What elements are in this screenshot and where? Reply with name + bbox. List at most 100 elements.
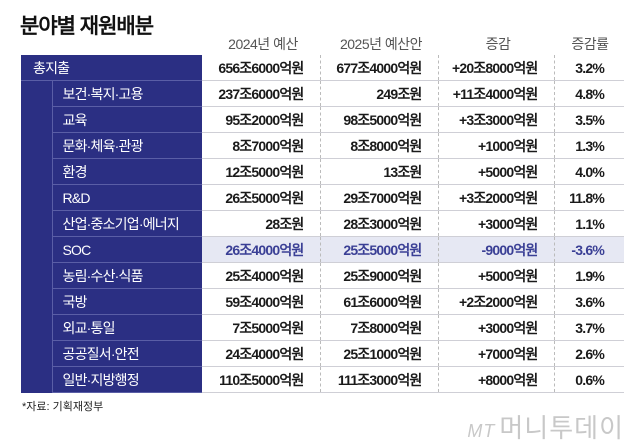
value-change: +5000억원 bbox=[437, 262, 554, 289]
indent-strip bbox=[21, 366, 52, 393]
indent-strip bbox=[21, 132, 52, 159]
value-change: +5000억원 bbox=[437, 158, 554, 185]
row-label: 교육 bbox=[51, 106, 202, 133]
row-label: 농림·수산·식품 bbox=[51, 262, 202, 289]
header-rate: 증감률 bbox=[571, 36, 609, 52]
value-2024: 24조4000억원 bbox=[202, 340, 320, 367]
table-row: R&D 26조5000억원 29조7000억원 +3조2000억원 11.8% bbox=[21, 184, 624, 211]
value-rate: 11.8% bbox=[553, 184, 624, 211]
table-row: 보건·복지·고용 237조6000억원 249조원 +11조4000억원 4.8% bbox=[21, 80, 624, 107]
value-2025: 28조3000억원 bbox=[319, 210, 438, 237]
value-2025: 25조5000억원 bbox=[319, 236, 438, 263]
value-2024: 28조원 bbox=[202, 210, 320, 237]
indent-strip bbox=[21, 184, 52, 211]
logo-name: 머니투데이 bbox=[499, 413, 624, 443]
row-label: 외교·통일 bbox=[51, 314, 202, 341]
value-2024: 95조2000억원 bbox=[202, 106, 320, 133]
value-change: +3조3000억원 bbox=[437, 106, 554, 133]
value-change: +1000억원 bbox=[437, 132, 554, 159]
indent-strip bbox=[21, 288, 52, 315]
value-rate: 2.6% bbox=[553, 340, 624, 367]
indent-strip bbox=[21, 106, 52, 133]
table-row: 외교·통일 7조5000억원 7조8000억원 +3000억원 3.7% bbox=[21, 314, 624, 341]
value-2024: 25조4000억원 bbox=[202, 262, 320, 289]
value-change: +20조8000억원 bbox=[437, 55, 554, 81]
indent-strip bbox=[21, 340, 52, 367]
row-label: R&D bbox=[51, 184, 202, 211]
value-rate: 3.5% bbox=[553, 106, 624, 133]
value-rate: 1.9% bbox=[553, 262, 624, 289]
value-rate: 4.0% bbox=[553, 158, 624, 185]
row-label: SOC bbox=[51, 236, 202, 263]
value-rate: 3.6% bbox=[553, 288, 624, 315]
value-2025: 7조8000억원 bbox=[319, 314, 438, 341]
value-2025: 98조5000억원 bbox=[319, 106, 438, 133]
table-row: SOC 26조4000억원 25조5000억원 -9000억원 -3.6% bbox=[21, 236, 624, 263]
value-2025: 111조3000억원 bbox=[319, 366, 438, 393]
value-change: +3000억원 bbox=[437, 314, 554, 341]
budget-table: 총지출 656조6000억원 677조4000억원 +20조8000억원 3.2… bbox=[21, 55, 624, 393]
table-row: 공공질서·안전 24조4000억원 25조1000억원 +7000억원 2.6% bbox=[21, 340, 624, 367]
value-2024: 8조7000억원 bbox=[202, 132, 320, 159]
table-row: 농림·수산·식품 25조4000억원 25조9000억원 +5000억원 1.9% bbox=[21, 262, 624, 289]
table-row-total: 총지출 656조6000억원 677조4000억원 +20조8000억원 3.2… bbox=[21, 55, 624, 81]
value-2025: 13조원 bbox=[319, 158, 438, 185]
row-label: 문화·체육·관광 bbox=[51, 132, 202, 159]
value-2024: 59조4000억원 bbox=[202, 288, 320, 315]
table-row: 일반·지방행정 110조5000억원 111조3000억원 +8000억원 0.6% bbox=[21, 366, 624, 393]
indent-strip bbox=[21, 158, 52, 185]
value-change: +3조2000억원 bbox=[437, 184, 554, 211]
header-2025: 2025년 예산안 bbox=[339, 36, 423, 52]
value-change: -9000억원 bbox=[437, 236, 554, 263]
row-label: 일반·지방행정 bbox=[51, 366, 202, 393]
value-2025: 25조9000억원 bbox=[319, 262, 438, 289]
indent-strip bbox=[21, 236, 52, 263]
indent-strip bbox=[21, 262, 52, 289]
value-2024: 26조5000억원 bbox=[202, 184, 320, 211]
row-label: 공공질서·안전 bbox=[51, 340, 202, 367]
publisher-logo: MT 머니투데이 bbox=[467, 408, 624, 445]
value-2024: 110조5000억원 bbox=[202, 366, 320, 393]
page-title: 분야별 재원배분 bbox=[20, 15, 154, 38]
value-rate: 4.8% bbox=[553, 80, 624, 107]
source-note: *자료: 기획재정부 bbox=[22, 401, 104, 413]
value-change: +2조2000억원 bbox=[437, 288, 554, 315]
table-row: 교육 95조2000억원 98조5000억원 +3조3000억원 3.5% bbox=[21, 106, 624, 133]
value-2025: 8조8000억원 bbox=[319, 132, 438, 159]
indent-strip bbox=[21, 314, 52, 341]
value-2024: 12조5000억원 bbox=[202, 158, 320, 185]
indent-strip bbox=[21, 80, 52, 107]
header-2024: 2024년 예산 bbox=[228, 36, 298, 52]
row-label: 총지출 bbox=[21, 55, 202, 81]
value-2024: 26조4000억원 bbox=[202, 236, 320, 263]
header-change: 증감 bbox=[485, 36, 511, 52]
indent-strip bbox=[21, 210, 52, 237]
value-rate: 3.2% bbox=[553, 55, 624, 81]
value-2024: 7조5000억원 bbox=[202, 314, 320, 341]
value-2025: 249조원 bbox=[319, 80, 438, 107]
value-change: +3000억원 bbox=[437, 210, 554, 237]
value-rate: 3.7% bbox=[553, 314, 624, 341]
value-rate: -3.6% bbox=[553, 236, 624, 263]
value-2025: 25조1000억원 bbox=[319, 340, 438, 367]
value-2025: 677조4000억원 bbox=[319, 55, 438, 81]
value-change: +7000억원 bbox=[437, 340, 554, 367]
value-change: +11조4000억원 bbox=[437, 80, 554, 107]
value-2024: 237조6000억원 bbox=[202, 80, 320, 107]
table-row: 국방 59조4000억원 61조6000억원 +2조2000억원 3.6% bbox=[21, 288, 624, 315]
value-2025: 61조6000억원 bbox=[319, 288, 438, 315]
value-2025: 29조7000억원 bbox=[319, 184, 438, 211]
row-label: 국방 bbox=[51, 288, 202, 315]
row-label: 산업·중소기업·에너지 bbox=[51, 210, 202, 237]
table-row: 환경 12조5000억원 13조원 +5000억원 4.0% bbox=[21, 158, 624, 185]
value-2024: 656조6000억원 bbox=[202, 55, 320, 81]
value-rate: 1.1% bbox=[553, 210, 624, 237]
table-row: 산업·중소기업·에너지 28조원 28조3000억원 +3000억원 1.1% bbox=[21, 210, 624, 237]
row-label: 환경 bbox=[51, 158, 202, 185]
logo-mark: MT bbox=[467, 421, 496, 441]
value-rate: 0.6% bbox=[553, 366, 624, 393]
row-label: 보건·복지·고용 bbox=[51, 80, 202, 107]
table-row: 문화·체육·관광 8조7000억원 8조8000억원 +1000억원 1.3% bbox=[21, 132, 624, 159]
value-change: +8000억원 bbox=[437, 366, 554, 393]
value-rate: 1.3% bbox=[553, 132, 624, 159]
